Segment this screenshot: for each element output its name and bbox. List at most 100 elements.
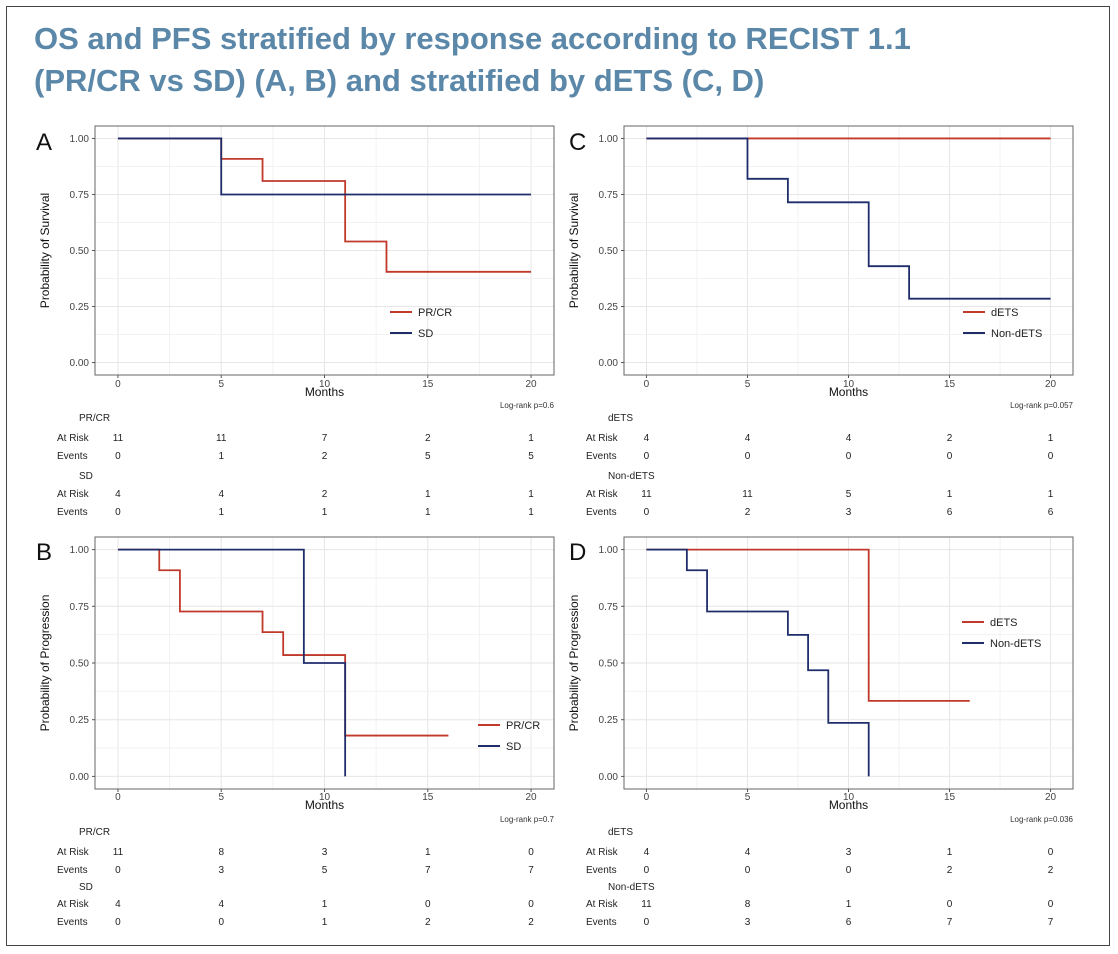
risk-group-label: PR/CR — [79, 827, 110, 838]
y-axis-title: Probability of Progression — [567, 595, 581, 732]
at-risk-value: 1 — [846, 899, 852, 910]
events-row-label: Events — [586, 865, 617, 876]
y-tick-label: 0.00 — [599, 358, 619, 369]
at-risk-value: 3 — [322, 847, 328, 858]
events-value: 0 — [115, 507, 121, 518]
panel-b: B0 5 10 15 200.000.250.500.751.00MonthsProba… — [36, 536, 555, 928]
events-value: 6 — [1048, 507, 1054, 518]
pvalue-label: Log-rank p=0.7 — [500, 815, 555, 824]
figure-frame — [6, 6, 1110, 946]
y-tick-label: 1.00 — [70, 134, 90, 145]
at-risk-value: 4 — [745, 433, 751, 444]
risk-row-label: At Risk — [57, 489, 90, 500]
events-value: 6 — [947, 507, 953, 518]
risk-group-label: Non-dETS — [608, 882, 655, 893]
x-tick-label: 15 — [422, 379, 434, 390]
events-value: 5 — [425, 451, 431, 462]
events-value: 7 — [947, 917, 953, 928]
x-tick-label: 20 — [525, 379, 537, 390]
at-risk-value: 3 — [846, 847, 852, 858]
km-curve-dets — [646, 548, 970, 702]
panel-label-b: B — [36, 539, 52, 566]
panel-a: A0 5 10 15 200.000.250.500.751.00MonthsProba… — [36, 125, 555, 518]
panel-label-a: A — [36, 129, 52, 156]
at-risk-value: 11 — [216, 433, 227, 444]
events-value: 5 — [322, 865, 328, 876]
risk-row-label: At Risk — [586, 489, 619, 500]
pvalue-label: Log-rank p=0.057 — [1010, 401, 1073, 410]
risk-group-label: dETS — [608, 413, 633, 424]
risk-group-label: dETS — [608, 827, 633, 838]
events-value: 2 — [322, 451, 328, 462]
x-tick-label: 10 — [843, 379, 855, 390]
at-risk-value: 11 — [641, 489, 652, 500]
events-value: 1 — [425, 507, 431, 518]
events-value: 1 — [322, 507, 328, 518]
y-tick-label: 0.00 — [70, 358, 90, 369]
figure-title: OS and PFS stratified by response accord… — [34, 18, 1094, 102]
at-risk-value: 1 — [528, 489, 534, 500]
y-axis-title: Probability of Survival — [567, 193, 581, 308]
at-risk-value: 1 — [947, 847, 953, 858]
x-tick-label: 0 — [115, 379, 121, 390]
at-risk-value: 0 — [947, 899, 953, 910]
events-value: 0 — [115, 865, 121, 876]
x-tick-label: 5 — [218, 379, 224, 390]
x-tick-label: 20 — [1045, 792, 1057, 803]
events-value: 0 — [947, 451, 953, 462]
y-tick-label: 0.25 — [599, 302, 619, 313]
risk-row-label: At Risk — [57, 433, 90, 444]
y-tick-label: 1.00 — [599, 134, 619, 145]
events-value: 7 — [425, 865, 431, 876]
km-curve-sd — [117, 548, 347, 777]
risk-group-label: PR/CR — [79, 413, 110, 424]
events-value: 0 — [644, 451, 650, 462]
x-tick-label: 10 — [843, 792, 855, 803]
y-tick-label: 0.00 — [599, 772, 619, 783]
y-tick-label: 0.50 — [70, 659, 90, 670]
at-risk-value: 4 — [115, 489, 121, 500]
at-risk-value: 2 — [322, 489, 328, 500]
risk-group-label: SD — [79, 471, 93, 482]
y-tick-label: 0.75 — [70, 602, 90, 613]
pvalue-label: Log-rank p=0.6 — [500, 401, 555, 410]
events-value: 0 — [218, 917, 224, 928]
events-row-label: Events — [57, 865, 88, 876]
at-risk-value: 4 — [644, 847, 650, 858]
at-risk-value: 8 — [745, 899, 751, 910]
y-tick-label: 0.50 — [599, 659, 619, 670]
at-risk-value: 11 — [113, 433, 124, 444]
x-tick-label: 10 — [319, 792, 331, 803]
events-value: 1 — [218, 451, 224, 462]
legend-label: dETS — [990, 617, 1018, 629]
events-value: 3 — [745, 917, 751, 928]
figure-title-line-1: OS and PFS stratified by response accord… — [34, 21, 911, 56]
events-value: 0 — [846, 451, 852, 462]
events-row-label: Events — [586, 451, 617, 462]
at-risk-value: 1 — [1048, 433, 1054, 444]
x-tick-label: 10 — [319, 379, 331, 390]
at-risk-value: 0 — [528, 899, 534, 910]
events-row-label: Events — [57, 507, 88, 518]
y-tick-label: 0.00 — [70, 772, 90, 783]
km-curve-sd — [117, 137, 532, 196]
events-value: 0 — [644, 917, 650, 928]
legend-label: Non-dETS — [991, 328, 1042, 340]
pvalue-label: Log-rank p=0.036 — [1010, 815, 1073, 824]
events-value: 0 — [1048, 451, 1054, 462]
y-axis-title: Probability of Progression — [38, 595, 52, 732]
events-value: 2 — [425, 917, 431, 928]
y-tick-label: 0.50 — [599, 246, 619, 257]
figure-title-line-2: (PR/CR vs SD) (A, B) and stratified by d… — [34, 63, 765, 98]
at-risk-value: 1 — [425, 489, 431, 500]
at-risk-value: 4 — [218, 489, 224, 500]
risk-group-label: SD — [79, 882, 93, 893]
events-value: 1 — [218, 507, 224, 518]
events-value: 1 — [322, 917, 328, 928]
x-axis-title: Months — [305, 798, 344, 812]
y-tick-label: 0.25 — [599, 715, 619, 726]
events-value: 0 — [115, 451, 121, 462]
events-value: 2 — [528, 917, 534, 928]
risk-row-label: At Risk — [586, 899, 619, 910]
